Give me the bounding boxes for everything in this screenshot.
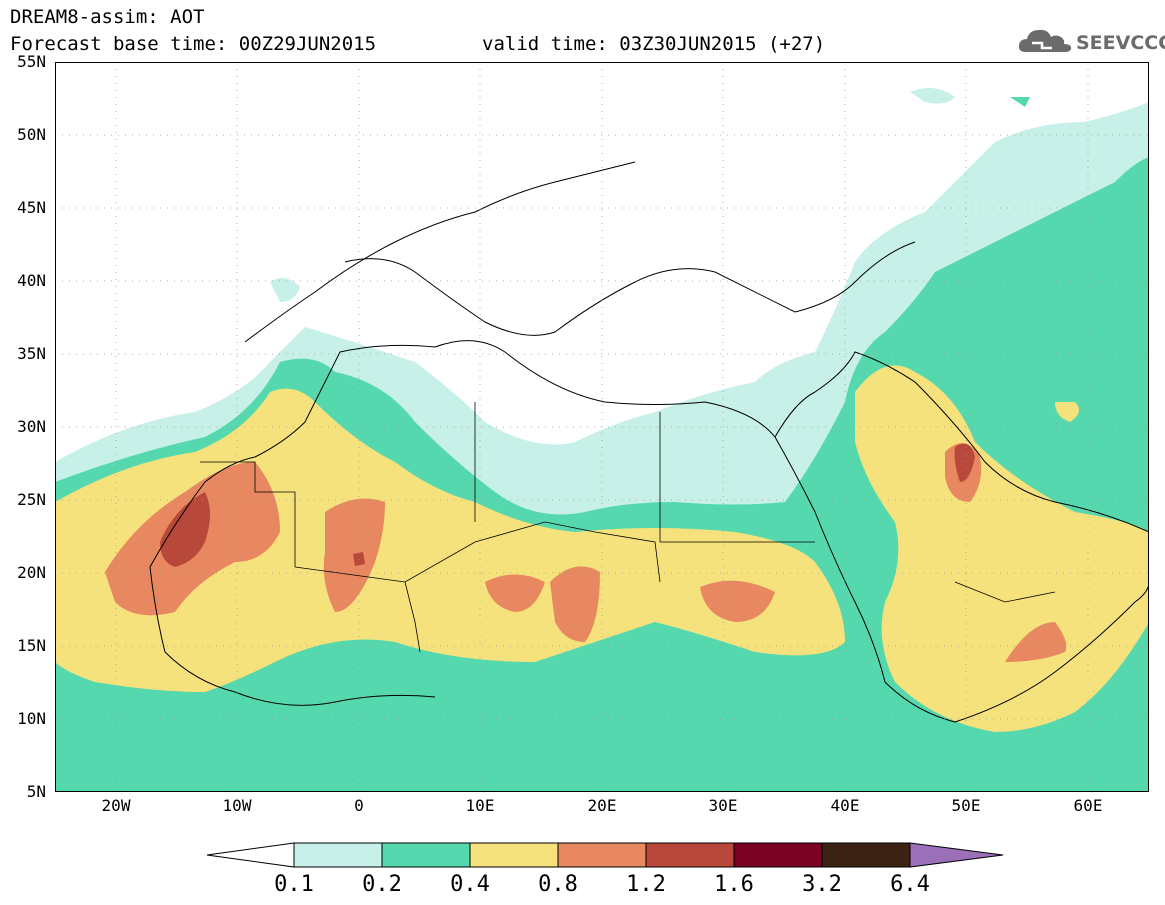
lat-tick-label: 5N [26,782,46,801]
coastlines [149,161,1149,723]
lat-lon-grid [55,62,1149,792]
lon-tick-label: 10E [465,796,495,815]
forecast-base-time: Forecast base time: 00Z29JUN2015 [10,33,377,55]
lon-tick-label: 40E [830,796,860,815]
lat-tick-label: 40N [17,271,46,290]
colorbar-label: 1.6 [714,872,754,897]
lon-tick-label: 20E [587,796,617,815]
colorbar [206,842,1004,868]
colorbar-segment [733,842,823,868]
colorbar-segment [557,842,647,868]
lon-tick-label: 60E [1073,796,1103,815]
lon-tick-label: 20W [101,796,131,815]
lon-tick-label: 0 [354,796,364,815]
lat-tick-label: 10N [17,709,46,728]
colorbar-segment [469,842,559,868]
logo-text: SEEVCCC [1076,32,1165,54]
colorbar-label: 0.8 [538,872,578,897]
map-title: DREAM8-assim: AOT [10,6,205,28]
colorbar-label: 0.4 [450,872,490,897]
colorbar-label: 3.2 [802,872,842,897]
lon-tick-label: 10W [222,796,252,815]
lat-tick-label: 25N [17,490,46,509]
colorbar-label: 6.4 [890,872,930,897]
aot-band-1.2 [160,443,975,567]
lon-tick-label: 50E [951,796,981,815]
valid-time: valid time: 03Z30JUN2015 (+27) [482,33,826,55]
seevccc-logo: SEEVCCC [1018,26,1165,56]
colorbar-segment [381,842,471,868]
colorbar-label: 0.2 [362,872,402,897]
colorbar-over-triangle [909,842,1004,868]
lat-tick-label: 45N [17,198,46,217]
colorbar-under-triangle [206,842,295,868]
lat-tick-label: 35N [17,344,46,363]
colorbar-segment [821,842,911,868]
lat-tick-label: 30N [17,417,46,436]
lat-tick-label: 15N [17,636,46,655]
lat-tick-label: 55N [17,52,46,71]
colorbar-segment [645,842,735,868]
cloud-logo-icon [1018,29,1072,52]
colorbar-label: 1.2 [626,872,666,897]
aot-map [55,62,1149,792]
colorbar-label: 0.1 [274,872,314,897]
colorbar-segment [293,842,383,868]
lat-tick-label: 20N [17,563,46,582]
lat-tick-label: 50N [17,125,46,144]
lon-tick-label: 30E [708,796,738,815]
